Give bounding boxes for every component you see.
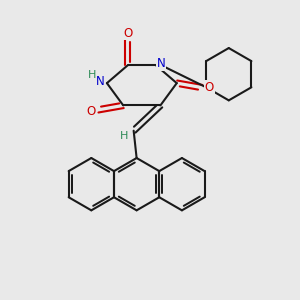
Text: H: H <box>88 70 96 80</box>
Text: O: O <box>123 27 132 40</box>
Text: N: N <box>157 57 166 70</box>
Text: O: O <box>86 105 95 118</box>
Text: O: O <box>205 81 214 94</box>
Text: H: H <box>120 131 128 141</box>
Text: N: N <box>96 75 105 88</box>
